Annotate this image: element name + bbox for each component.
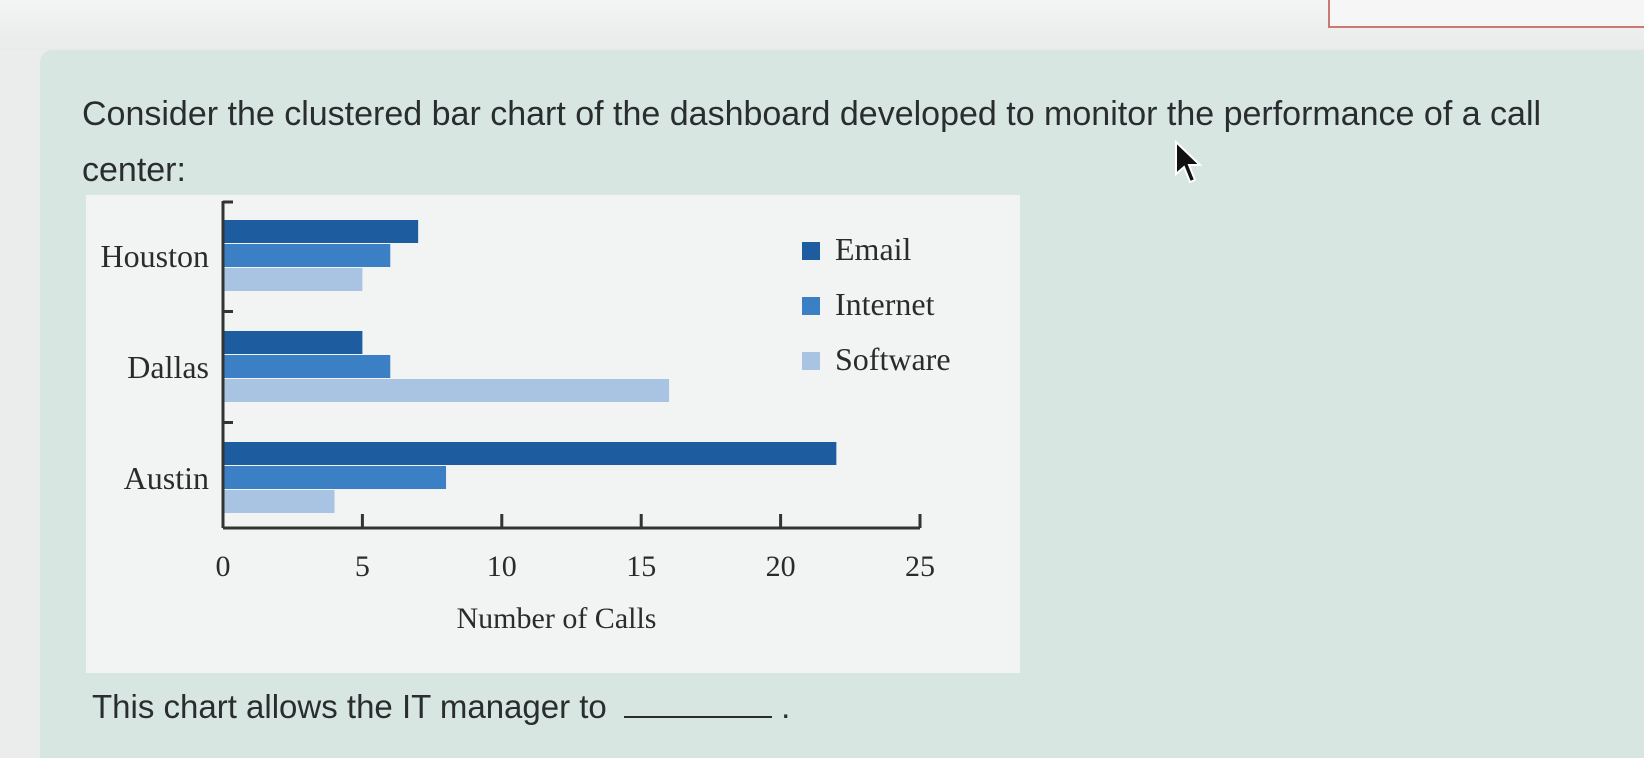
bar-austin-email: [224, 442, 837, 465]
y-tick-label-dallas: Dallas: [127, 349, 209, 385]
timer-box: [1328, 0, 1644, 28]
x-tick-label-20: 20: [766, 550, 796, 583]
answer-blank[interactable]: [623, 690, 772, 718]
bar-houston-email: [224, 220, 419, 243]
x-tick-label-5: 5: [355, 550, 370, 583]
legend-swatch-internet: [802, 297, 820, 315]
y-tick-label-austin: Austin: [124, 460, 209, 496]
bar-houston-internet: [224, 244, 391, 267]
bar-austin-internet: [224, 466, 447, 489]
legend-label-email: Email: [835, 231, 912, 267]
bar-dallas-software: [224, 379, 670, 402]
legend-label-software: Software: [835, 341, 951, 377]
x-tick-label-0: 0: [216, 550, 231, 583]
bar-dallas-email: [224, 331, 363, 354]
x-tick-label-15: 15: [626, 550, 656, 583]
footer-period: .: [781, 688, 791, 725]
clustered-bar-chart: Houston Dallas Austin 0 5 10 15 20 25 Number of C…: [101, 200, 951, 635]
x-tick-label-25: 25: [905, 550, 935, 583]
bar-austin-software: [224, 490, 335, 513]
question-text: Consider the clustered bar chart of the …: [82, 95, 1542, 189]
legend-label-internet: Internet: [835, 286, 935, 322]
chart-panel: Houston Dallas Austin 0 5 10 15 20 25 Number of C…: [86, 195, 1020, 673]
bar-dallas-internet: [224, 355, 391, 378]
y-tick-label-houston: Houston: [101, 238, 209, 274]
legend-swatch-email: [802, 242, 820, 260]
x-tick-label-10: 10: [487, 550, 517, 583]
footer-question: This chart allows the IT manager to .: [92, 688, 790, 726]
bar-houston-software: [224, 268, 363, 291]
mouse-pointer-icon: [1175, 140, 1203, 184]
footer-text: This chart allows the IT manager to: [92, 688, 607, 725]
legend-swatch-software: [802, 352, 820, 370]
x-axis-title: Number of Calls: [457, 602, 657, 635]
